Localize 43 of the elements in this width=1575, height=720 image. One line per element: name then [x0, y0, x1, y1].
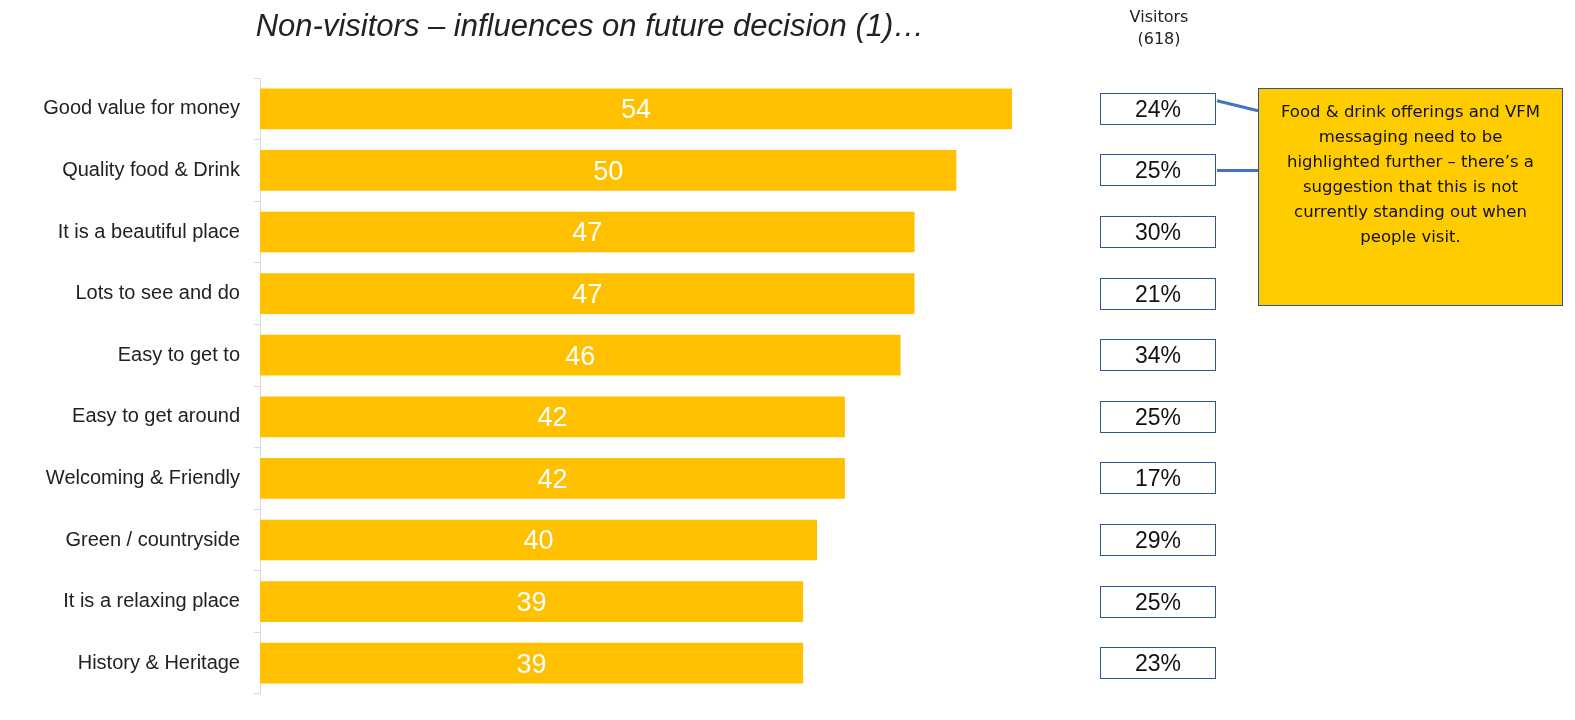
- y-tick-label: Green / countryside: [65, 527, 240, 550]
- bar: [260, 581, 804, 622]
- text: 30%: [1100, 216, 1216, 248]
- text: 34%: [1100, 339, 1216, 372]
- data-label: 39: [516, 648, 547, 679]
- data-label: 42: [537, 402, 568, 433]
- chart-title: Non-visitors – influences on future decision (1)…: [254, 8, 926, 44]
- y-tick-label: Easy to get around: [72, 404, 240, 427]
- y-tick-label: Quality food & Drink: [62, 157, 241, 180]
- text: 17%: [1100, 462, 1216, 495]
- text: 25%: [1100, 400, 1216, 433]
- bar: [260, 642, 804, 684]
- data-label: 46: [565, 340, 596, 371]
- text: 25%: [1100, 154, 1216, 187]
- bar: [260, 211, 915, 253]
- y-tick-label: Good value for money: [43, 96, 240, 119]
- text: Food & drink offerings and VFM messaging need to be highlighted further – there’s a suggestion that this is not currently standing out when people visit.: [1258, 88, 1563, 306]
- bar: [260, 458, 845, 499]
- y-tick-label: It is a relaxing place: [63, 589, 240, 612]
- y-tick-label: It is a beautiful place: [57, 219, 240, 242]
- bar: [260, 519, 818, 561]
- data-label: 54: [620, 94, 652, 125]
- y-tick-label: Welcoming & Friendly: [45, 465, 240, 488]
- text: Visitors (618): [1128, 6, 1190, 50]
- data-label: 40: [523, 525, 554, 556]
- text: 29%: [1100, 524, 1216, 556]
- y-tick-label: History & Heritage: [77, 650, 240, 673]
- bar: [260, 334, 901, 376]
- bar: [260, 150, 957, 191]
- y-tick-label: Lots to see and do: [75, 281, 240, 304]
- bar: [260, 396, 845, 438]
- text: 21%: [1100, 277, 1216, 310]
- data-label: 42: [537, 463, 568, 494]
- y-tick-label: Easy to get to: [117, 342, 240, 365]
- data-label: 50: [593, 155, 624, 186]
- bar: [260, 88, 1012, 130]
- data-label: 39: [516, 587, 547, 618]
- text: 25%: [1100, 585, 1216, 618]
- text: 24%: [1100, 92, 1216, 125]
- data-label: 47: [572, 279, 603, 310]
- bar: [260, 273, 915, 314]
- text: 23%: [1100, 647, 1216, 680]
- data-label: 47: [572, 217, 603, 248]
